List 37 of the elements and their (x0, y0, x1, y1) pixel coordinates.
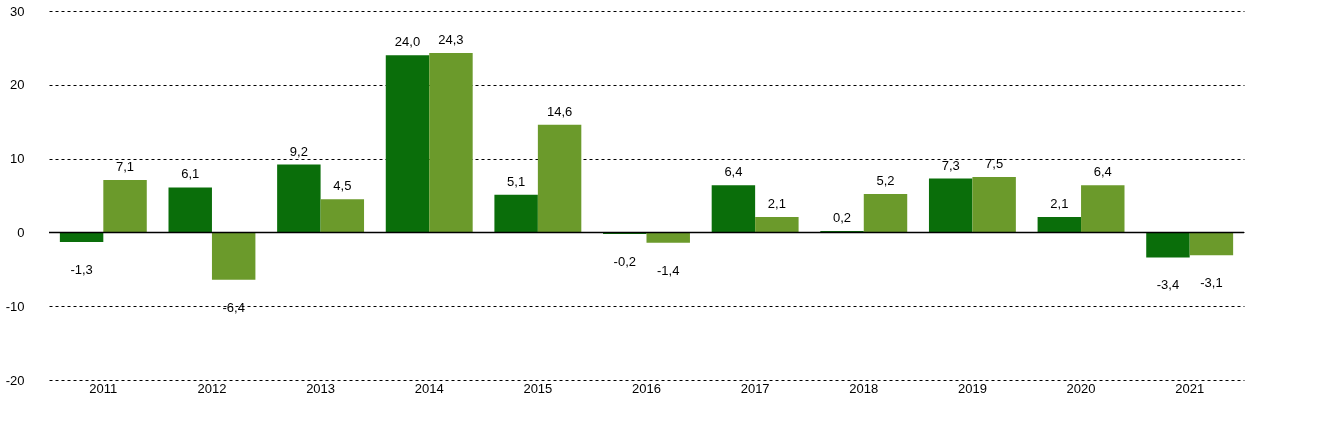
data-label: -3,4 (1156, 277, 1180, 293)
data-label: 2,1 (1050, 195, 1069, 211)
data-label: -0,2 (613, 253, 636, 269)
data-label: 24,3 (438, 32, 464, 48)
y-tick-label: 20 (10, 77, 25, 93)
data-label: 4,5 (333, 178, 352, 194)
data-label: 2,1 (767, 195, 786, 211)
y-tick-label: 10 (10, 151, 25, 167)
y-tick-label: 30 (10, 3, 25, 19)
data-label: -3,1 (1200, 275, 1223, 291)
data-label: 7,1 (116, 159, 135, 174)
x-tick-label: 2014 (414, 380, 444, 396)
data-label: -1,3 (70, 261, 93, 277)
x-tick-label: 2021 (1175, 380, 1205, 396)
x-tick-label: 2011 (89, 380, 118, 396)
data-label: 14,6 (546, 103, 573, 119)
data-label: 24,0 (394, 34, 421, 50)
x-tick-label: 2019 (957, 380, 987, 396)
x-tick-label: 2012 (197, 380, 227, 396)
data-label: 7,3 (941, 157, 960, 173)
data-label: 5,2 (876, 173, 895, 189)
data-label: 6,4 (1093, 164, 1112, 180)
x-tick-label: 2013 (306, 380, 336, 396)
data-label: 6,1 (181, 166, 200, 182)
data-label: 5,1 (507, 173, 526, 189)
x-tick-label: 2015 (523, 380, 553, 396)
x-tick-label: 2017 (740, 380, 770, 396)
x-tick-label: 2020 (1066, 380, 1096, 396)
x-tick-label: 2016 (632, 380, 661, 396)
y-tick-label: -20 (5, 372, 25, 388)
x-tick-label: 2018 (849, 380, 879, 396)
data-label: 9,2 (289, 143, 308, 159)
data-label: 6,4 (724, 164, 743, 180)
y-tick-label: 0 (17, 224, 25, 240)
data-label: 0,2 (833, 209, 852, 225)
y-tick-label: -10 (5, 298, 25, 314)
data-label: -1,4 (657, 262, 680, 278)
